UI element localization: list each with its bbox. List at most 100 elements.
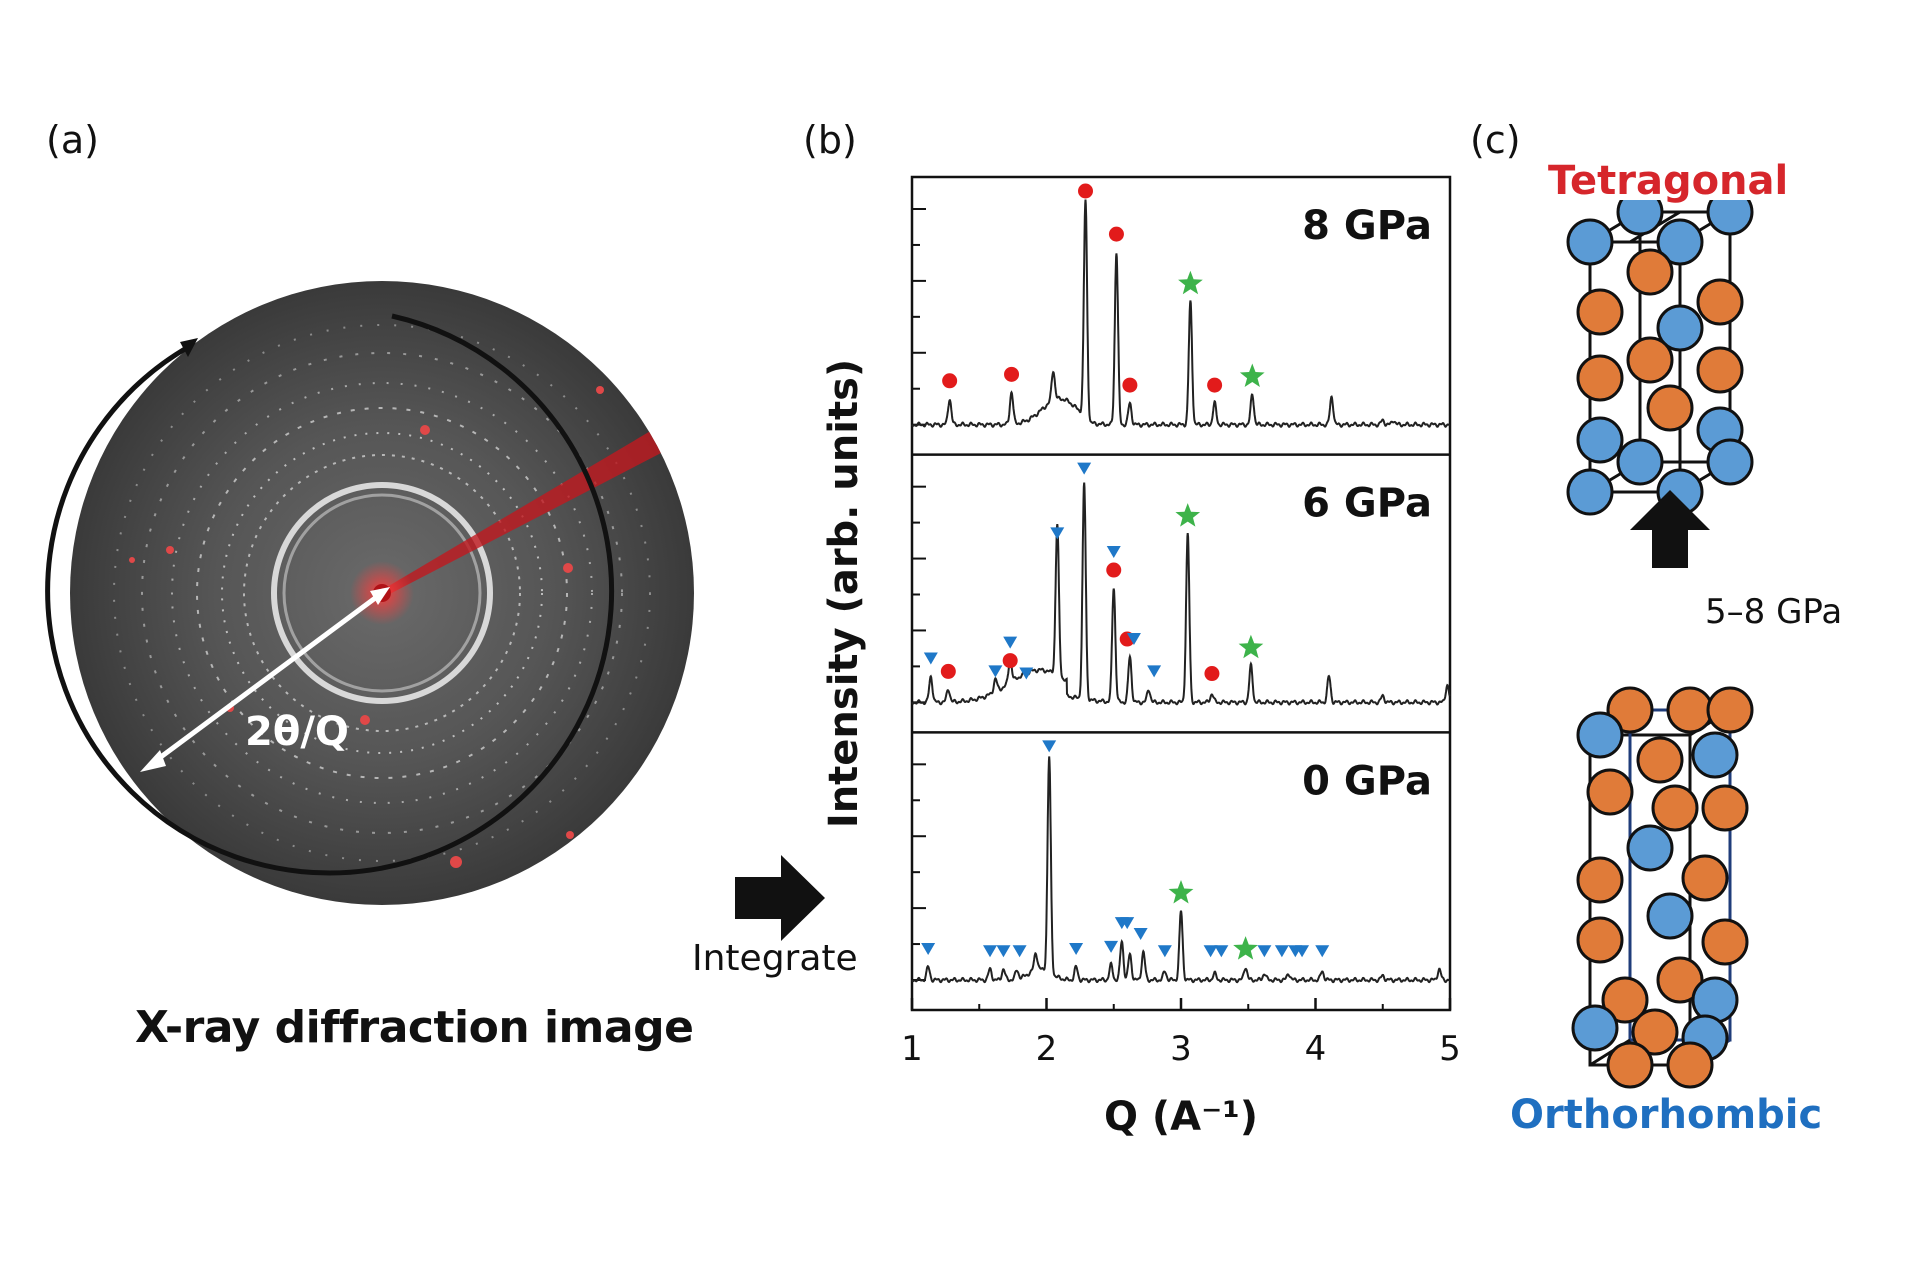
orange-atom [1656,956,1704,1004]
orthorhombic-peak-marker [988,665,1003,678]
orthorhombic-peak-marker [996,945,1011,958]
blue-atom [1656,218,1704,266]
xrd-image: 2θ/Q [45,281,694,905]
orthorhombic-peak-marker [983,945,998,958]
orthorhombic-peak-marker [1157,945,1172,958]
blue-atom [1656,304,1704,352]
orthorhombic-peak-marker [1203,945,1218,958]
tetragonal-peak-marker [1207,377,1223,393]
integrate-label: Integrate [692,938,858,979]
orthorhombic-peak-marker [1274,945,1289,958]
orange-atom [1701,784,1749,832]
orthorhombic-peak-marker [923,652,938,665]
orange-atom [1576,288,1624,336]
orange-atom [1586,768,1634,816]
transition-arrow-icon [1630,490,1710,568]
tetragonal-peak-marker [1004,366,1020,382]
blue-atom [1566,468,1614,516]
tetragonal-peak-marker [1106,562,1122,578]
orange-atom [1576,856,1624,904]
tetragonal-peak-marker [1002,653,1018,669]
radius-label: 2θ/Q [245,709,349,755]
orange-atom [1606,1041,1654,1089]
orange-atom [1576,354,1624,402]
panel-label-c: (c) [1470,118,1521,162]
blue-atom [1571,1004,1619,1052]
panel-label-a: (a) [46,118,99,162]
radius-arrow [148,590,384,768]
blue-atom [1616,438,1664,486]
orange-atom [1706,686,1754,734]
blue-atom [1566,218,1614,266]
orange-atom [1636,736,1684,784]
x-tick-label: 5 [1439,1029,1461,1069]
orthorhombic-peak-marker [1104,940,1119,953]
transition-pressure-label: 5–8 GPa [1705,592,1843,632]
other-phase-peak-marker [1239,363,1265,387]
orthorhombic-peak-marker [1019,667,1034,680]
orthorhombic-peak-marker [1069,943,1084,956]
orange-atom [1666,686,1714,734]
orange-atom [1576,916,1624,964]
other-phase-peak-marker [1238,634,1264,659]
orange-atom [1601,976,1649,1024]
other-phase-peak-marker [1168,880,1194,904]
blue-atom [1706,438,1754,486]
tetragonal-peak-marker [940,663,956,679]
integrate-arrow-icon [735,855,825,941]
orange-atom [1646,384,1694,432]
other-phase-peak-marker [1233,936,1258,960]
x-tick-label: 2 [1036,1029,1058,1069]
orange-atom [1631,1008,1679,1056]
x-tick-label: 4 [1305,1029,1327,1069]
orthorhombic-peak-marker [1120,917,1135,930]
orthorhombic-label: Orthorhombic [1510,1092,1823,1138]
blue-atom [1576,416,1624,464]
orthorhombic-peak-marker [1042,740,1057,753]
orange-atom [1681,854,1729,902]
x-axis-title: Q (A⁻¹) [1104,1094,1258,1140]
orange-atom [1701,918,1749,966]
orthorhombic-peak-marker [1214,945,1229,958]
blue-atom [1691,731,1739,779]
series-line [911,482,1451,706]
tetragonal-label: Tetragonal [1548,158,1789,204]
tetragonal-peak-marker [1078,183,1094,199]
tetragonal-peak-marker [942,373,958,389]
orange-atom [1626,336,1674,384]
orthorhombic-peak-marker [1050,527,1065,540]
blue-atom [1626,824,1674,872]
x-tick-label: 3 [1170,1029,1192,1069]
orthorhombic-peak-marker [1295,945,1310,958]
tetragonal-peak-marker [1204,666,1220,682]
orange-atom [1696,278,1744,326]
tetragonal-peak-marker [1122,377,1138,393]
orthorhombic-peak-marker [1126,633,1141,646]
orthorhombic-peak-marker [1003,636,1018,649]
blue-atom [1706,200,1754,236]
pressure-label: 6 GPa [1302,481,1432,527]
integration-arc [45,313,615,876]
other-phase-peak-marker [1178,270,1203,295]
orange-atom [1651,784,1699,832]
orthorhombic-peak-marker [1106,546,1121,559]
x-tick-label: 1 [901,1029,923,1069]
xrd-caption: X-ray diffraction image [135,1002,694,1053]
structure-panel [1566,200,1754,1089]
pressure-label: 0 GPa [1302,758,1432,804]
blue-atom [1616,200,1664,236]
orthorhombic-peak-marker [1133,927,1148,940]
series-line [911,756,1451,984]
blue-atom [1646,892,1694,940]
orthorhombic-peak-marker [1315,945,1330,958]
y-axis-title: Intensity (arb. units) [821,359,867,828]
orange-atom [1606,686,1654,734]
panel-label-b: (b) [803,118,857,162]
orthorhombic-peak-marker [1012,945,1027,958]
other-phase-peak-marker [1175,503,1201,527]
pressure-label: 8 GPa [1302,203,1432,249]
orange-atom [1626,248,1674,296]
orange-atom [1696,346,1744,394]
orthorhombic-peak-marker [1077,462,1092,475]
